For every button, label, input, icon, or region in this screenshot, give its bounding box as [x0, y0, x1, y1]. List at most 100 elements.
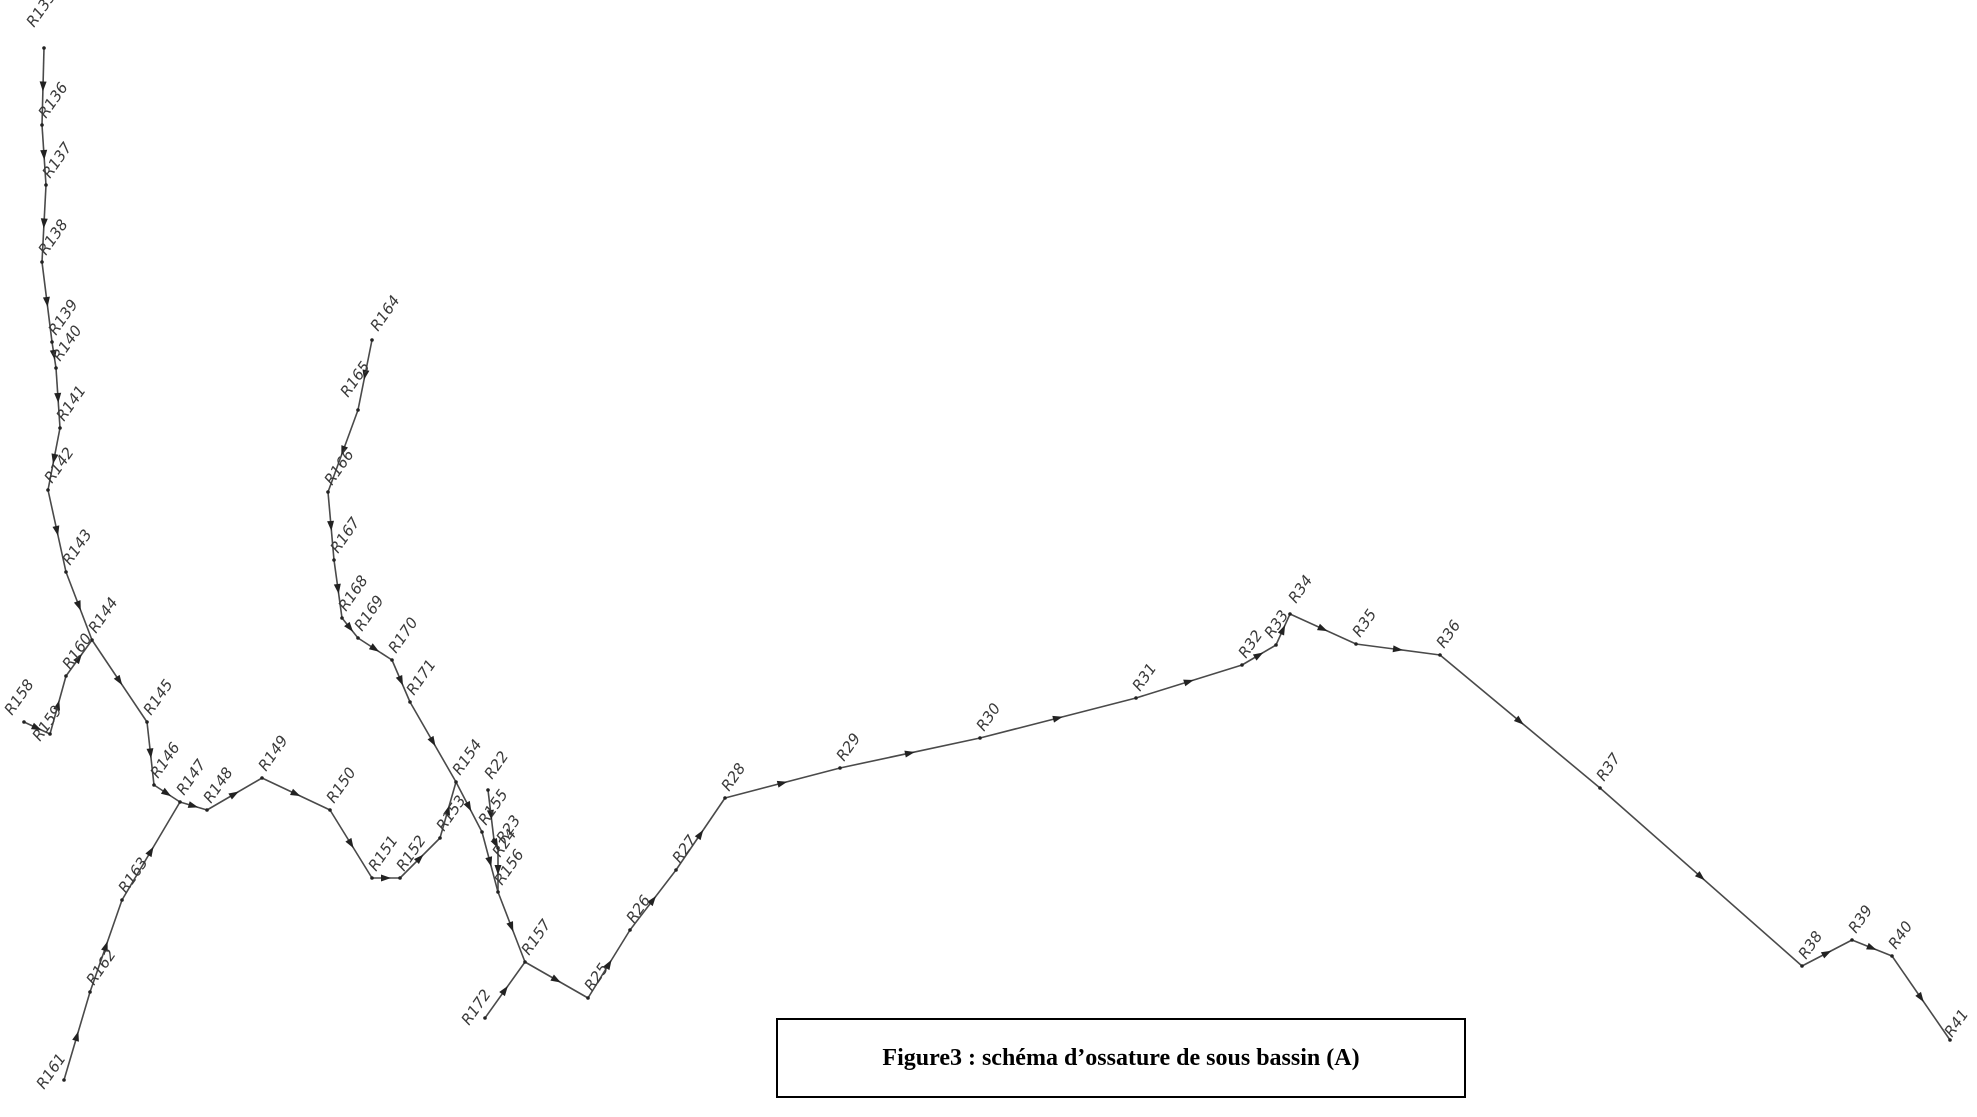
node-label-R31: R31	[1129, 660, 1161, 695]
node-R38	[1800, 964, 1804, 968]
flow-arrow-icon	[499, 985, 508, 997]
flow-arrow-icon	[42, 296, 50, 307]
flow-arrow-icon	[485, 856, 493, 867]
node-R138	[40, 260, 44, 264]
flow-arrow-icon	[494, 865, 502, 875]
node-label-R151: R151	[365, 832, 402, 874]
flow-arrow-icon	[506, 921, 514, 932]
node-label-R33: R33	[1261, 607, 1293, 642]
node-label-R161: R161	[33, 1050, 70, 1092]
node-R135	[42, 46, 46, 50]
labels-layer: R135R136R137R138R139R140R141R142R143R144…	[1, 0, 1973, 1092]
node-label-R166: R166	[321, 446, 358, 488]
flow-arrow-icon	[362, 369, 370, 380]
flow-arrow-icon	[1317, 623, 1328, 632]
node-R37	[1598, 786, 1602, 790]
node-R35	[1354, 642, 1358, 646]
flow-arrow-icon	[414, 854, 424, 864]
node-label-R158: R158	[1, 676, 38, 718]
flow-arrow-icon	[1252, 652, 1264, 661]
node-R165	[356, 408, 360, 412]
node-R148	[205, 808, 209, 812]
node-R33	[1274, 643, 1278, 647]
flow-arrow-icon	[54, 392, 62, 403]
node-R34	[1288, 612, 1292, 616]
node-R29	[838, 766, 842, 770]
node-R164	[370, 338, 374, 342]
flow-arrow-icon	[550, 974, 561, 983]
flow-arrow-icon	[40, 149, 48, 160]
flow-arrow-icon	[39, 81, 47, 92]
flow-arrow-icon	[53, 700, 60, 711]
flow-arrow-icon	[40, 218, 48, 229]
flow-arrow-icon	[146, 748, 154, 759]
node-label-R165: R165	[337, 358, 374, 400]
node-R150	[328, 808, 332, 812]
node-label-R39: R39	[1845, 902, 1877, 937]
node-label-R35: R35	[1349, 606, 1381, 641]
flow-arrow-icon	[113, 674, 123, 686]
node-label-R157: R157	[518, 916, 555, 959]
flow-arrow-icon	[160, 787, 172, 797]
flow-arrow-icon	[1866, 942, 1877, 950]
node-R157	[523, 960, 527, 964]
node-label-R143: R143	[59, 526, 96, 568]
flow-arrow-icon	[228, 791, 239, 800]
node-label-R38: R38	[1795, 928, 1827, 963]
flow-arrow-icon	[49, 349, 57, 360]
node-R172	[483, 1016, 487, 1020]
flow-arrow-icon	[368, 643, 380, 652]
node-label-R149: R149	[255, 732, 292, 774]
node-label-R164: R164	[367, 292, 404, 334]
node-R137	[44, 183, 48, 187]
flow-arrow-icon	[327, 520, 334, 531]
node-R40	[1890, 954, 1894, 958]
flow-arrow-icon	[776, 780, 788, 788]
node-label-R34: R34	[1285, 572, 1317, 607]
node-label-R41: R41	[1941, 1006, 1973, 1041]
node-R151	[370, 876, 374, 880]
flow-arrow-icon	[1183, 679, 1194, 687]
node-R152	[398, 876, 402, 880]
flow-arrow-icon	[486, 809, 494, 820]
node-R158	[22, 720, 26, 724]
node-label-R171: R171	[403, 656, 440, 698]
flow-arrow-icon	[1820, 950, 1832, 959]
flow-arrow-icon	[1694, 871, 1705, 881]
flow-arrow-icon	[31, 722, 42, 731]
node-R140	[54, 366, 58, 370]
node-R163	[120, 898, 124, 902]
node-R143	[64, 570, 68, 574]
flow-arrow-icon	[443, 805, 450, 816]
flow-arrow-icon	[187, 801, 199, 808]
flow-arrow-icon	[344, 621, 354, 632]
flow-arrow-icon	[51, 453, 59, 464]
node-R139	[50, 340, 54, 344]
node-R154	[454, 780, 458, 784]
node-label-R142: R142	[41, 444, 78, 486]
node-R26	[628, 928, 632, 932]
node-R28	[723, 796, 727, 800]
node-R168	[340, 616, 344, 620]
node-label-R29: R29	[833, 730, 865, 765]
node-R171	[408, 700, 412, 704]
flow-arrow-icon	[101, 941, 108, 952]
flow-arrow-icon	[333, 583, 341, 594]
flow-arrow-icon	[73, 600, 81, 611]
node-R142	[46, 488, 50, 492]
flow-arrow-icon	[694, 829, 704, 841]
node-R24	[496, 846, 500, 850]
flow-arrow-icon	[52, 525, 60, 536]
node-label-R172: R172	[458, 986, 495, 1028]
node-R169	[356, 636, 360, 640]
flow-arrow-icon	[381, 874, 391, 882]
node-R162	[88, 990, 92, 994]
node-label-R37: R37	[1593, 749, 1625, 784]
node-R36	[1438, 653, 1442, 657]
node-label-R146: R146	[147, 739, 184, 781]
flow-arrow-icon	[341, 445, 348, 456]
node-R41	[1948, 1038, 1952, 1042]
flow-arrow-icon	[145, 846, 154, 858]
node-R166	[326, 490, 330, 494]
